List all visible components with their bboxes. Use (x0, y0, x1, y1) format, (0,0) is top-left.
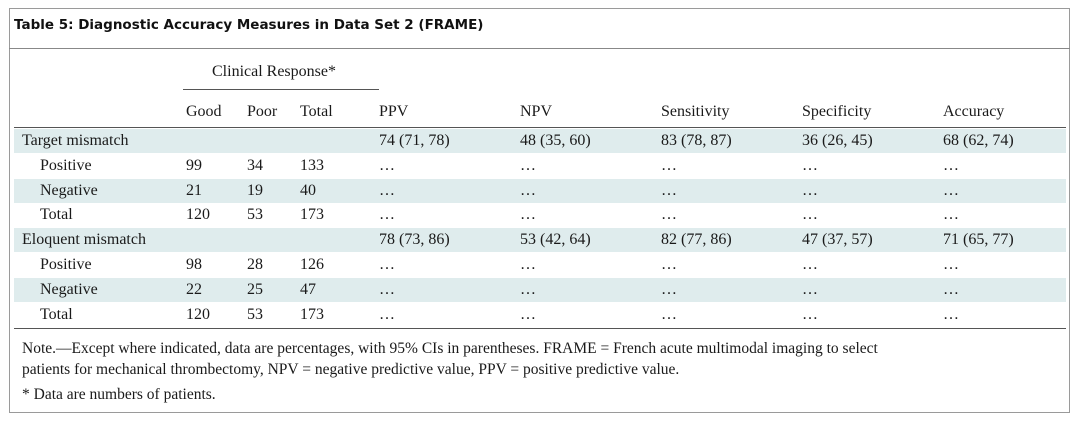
table-cell: … (661, 182, 677, 199)
table-cell: … (943, 182, 959, 199)
table-note-line-2: patients for mechanical thrombectomy, NP… (22, 361, 680, 378)
table-cell: … (802, 157, 818, 174)
table-cell: … (943, 281, 959, 298)
table-cell: 19 (247, 182, 263, 199)
row-label: Negative (40, 281, 98, 298)
row-label: Total (40, 306, 73, 323)
table-cell: 40 (300, 182, 316, 199)
table-cell: … (379, 157, 395, 174)
table-note-line-1: Note.—Except where indicated, data are p… (22, 340, 878, 357)
column-header: Sensitivity (661, 103, 730, 120)
table-cell: 82 (77, 86) (661, 231, 732, 248)
table-cell: 25 (247, 281, 263, 298)
row-label: Target mismatch (22, 132, 129, 149)
table-cell: 53 (247, 306, 263, 323)
table-cell: 53 (42, 64) (520, 231, 591, 248)
table-cell: … (661, 256, 677, 273)
table-cell: 74 (71, 78) (379, 132, 450, 149)
table-cell: 28 (247, 256, 263, 273)
table-cell: … (379, 182, 395, 199)
table-cell: … (520, 281, 536, 298)
table-cell: 99 (186, 157, 202, 174)
table-cell: … (943, 206, 959, 223)
table-cell: … (520, 182, 536, 199)
header-rule (14, 127, 1066, 128)
column-header: PPV (379, 103, 409, 120)
table-cell: … (661, 281, 677, 298)
table-cell: … (802, 281, 818, 298)
table-cell: 173 (300, 206, 324, 223)
table-cell: 47 (37, 57) (802, 231, 873, 248)
table-cell: … (379, 281, 395, 298)
table-cell: … (379, 256, 395, 273)
table-cell: … (661, 206, 677, 223)
table-cell: … (943, 157, 959, 174)
table-cell: 22 (186, 281, 202, 298)
table-cell: … (943, 256, 959, 273)
table-cell: 83 (78, 87) (661, 132, 732, 149)
group-header-rule (183, 89, 379, 90)
table-cell: 21 (186, 182, 202, 199)
table-cell: 48 (35, 60) (520, 132, 591, 149)
table-cell: 173 (300, 306, 324, 323)
table-cell: 71 (65, 77) (943, 231, 1014, 248)
table-cell: … (802, 256, 818, 273)
title-divider (9, 48, 1070, 49)
column-header: Accuracy (943, 103, 1005, 120)
group-header: Clinical Response* (212, 63, 336, 80)
table-cell: … (379, 206, 395, 223)
table-row-shading (14, 228, 1066, 252)
table-cell: … (520, 157, 536, 174)
column-header: Good (186, 103, 222, 120)
column-header: NPV (520, 103, 553, 120)
table-cell: … (661, 157, 677, 174)
row-label: Positive (40, 157, 92, 174)
column-header: Poor (247, 103, 278, 120)
row-label: Total (40, 206, 73, 223)
row-label: Eloquent mismatch (22, 231, 146, 248)
table-cell: 34 (247, 157, 263, 174)
table-cell: … (661, 306, 677, 323)
table-row-shading (14, 278, 1066, 302)
table-cell: 47 (300, 281, 316, 298)
table-frame (9, 8, 1070, 413)
table-cell: 126 (300, 256, 324, 273)
table-cell: 36 (26, 45) (802, 132, 873, 149)
table-cell: … (802, 182, 818, 199)
table-cell: 53 (247, 206, 263, 223)
column-header: Total (300, 103, 333, 120)
table-cell: 78 (73, 86) (379, 231, 450, 248)
table-cell: … (520, 206, 536, 223)
table-row-shading (14, 129, 1066, 153)
table-cell: 133 (300, 157, 324, 174)
column-header: Specificity (802, 103, 872, 120)
table-cell: … (520, 306, 536, 323)
table-cell: … (802, 306, 818, 323)
table-cell: 98 (186, 256, 202, 273)
table-cell: 120 (186, 206, 210, 223)
table-cell: … (379, 306, 395, 323)
row-label: Negative (40, 182, 98, 199)
table-cell: … (802, 206, 818, 223)
row-label: Positive (40, 256, 92, 273)
table-cell: … (520, 256, 536, 273)
table-cell: 68 (62, 74) (943, 132, 1014, 149)
table-cell: … (943, 306, 959, 323)
table-title: Table 5: Diagnostic Accuracy Measures in… (14, 17, 484, 33)
table-row-shading (14, 179, 1066, 203)
table-bottom-rule (14, 328, 1066, 329)
table-cell: 120 (186, 306, 210, 323)
table-note-footnote: * Data are numbers of patients. (22, 386, 216, 403)
